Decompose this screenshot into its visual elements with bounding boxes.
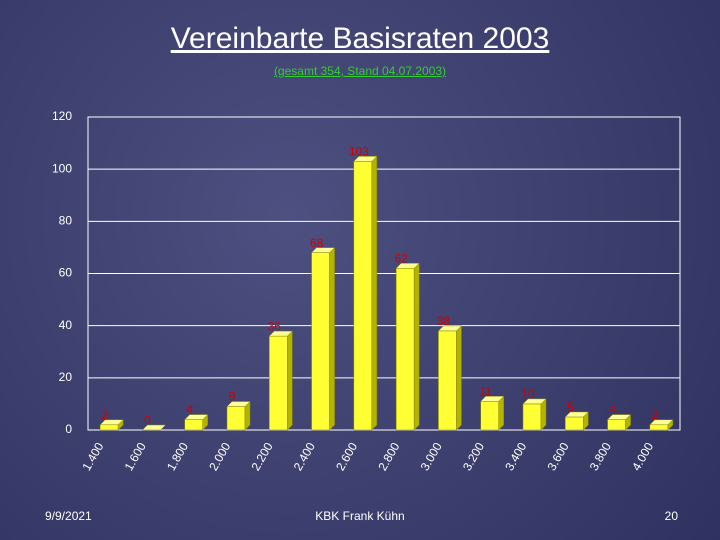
x-tick-label: 3.800: [587, 440, 614, 473]
bar: [606, 413, 632, 431]
bar: [353, 155, 378, 431]
bar-top: [141, 424, 167, 431]
bar-top: [437, 325, 463, 332]
data-label: 68: [310, 236, 324, 250]
bar-front: [649, 424, 669, 431]
bar-top: [395, 263, 420, 269]
bar-front: [565, 416, 584, 431]
bar: [184, 413, 209, 431]
x-tick-label: 2.200: [248, 440, 275, 473]
bar-side: [540, 398, 547, 431]
x-tick-label: 1.600: [122, 440, 149, 473]
bar: [226, 400, 251, 431]
y-tick-label: 120: [52, 109, 72, 123]
footer-date: 9/9/2021: [45, 509, 92, 523]
bar: [649, 419, 674, 431]
bar-front: [438, 330, 457, 431]
bar-top: [353, 156, 378, 162]
bar-top: [606, 414, 632, 420]
bar-front: [311, 252, 330, 431]
data-label: 4: [186, 403, 193, 417]
bar-top: [649, 419, 674, 426]
data-label: 38: [437, 314, 451, 328]
data-label: 0: [144, 413, 151, 427]
bar-front: [99, 424, 119, 431]
bar-front: [269, 335, 288, 431]
bar-front: [395, 268, 415, 431]
bar-side: [371, 155, 378, 431]
footer-author: KBK Frank Kühn: [315, 509, 405, 523]
bar-front: [522, 403, 542, 431]
bar-top: [184, 414, 209, 420]
x-tick-label: 4.000: [629, 440, 656, 473]
x-tick-label: 2.600: [333, 440, 360, 473]
y-tick-label: 100: [52, 161, 72, 175]
bar: [564, 411, 589, 431]
bar: [522, 398, 547, 431]
bar-front: [353, 161, 373, 431]
y-tick-label: 20: [59, 370, 73, 384]
x-tick-label: 3.000: [418, 440, 445, 473]
bar: [437, 325, 463, 431]
data-label: 11: [479, 384, 492, 398]
bar: [310, 247, 336, 431]
title: Vereinbarte Basisraten 2003: [170, 22, 550, 55]
bar-top: [226, 401, 251, 407]
bar-top: [99, 419, 124, 426]
data-label: 10: [521, 387, 535, 401]
y-tick-label: 40: [59, 318, 73, 332]
x-tick-label: 1.400: [79, 440, 106, 473]
x-tick-label: 1.800: [164, 440, 191, 473]
subtitle: (gesamt 354, Stand 04.07.2003): [273, 64, 447, 78]
x-tick-label: 3.400: [502, 440, 529, 473]
bar: [480, 395, 505, 431]
bar-front: [184, 419, 203, 431]
bar-top: [268, 330, 293, 337]
y-tick-label: 0: [65, 422, 72, 436]
data-label: 4: [609, 403, 616, 417]
bar-side: [456, 325, 462, 431]
bar-side: [287, 330, 293, 431]
bar-top: [310, 247, 336, 253]
bar-top: [522, 398, 547, 405]
data-label: 2: [652, 408, 659, 422]
bar-top: [564, 411, 589, 418]
data-label: 9: [229, 390, 236, 404]
y-tick-label: 60: [59, 266, 73, 280]
bar: [99, 419, 124, 431]
data-label: 2: [102, 408, 109, 422]
bar: [395, 262, 420, 431]
data-label: 36: [268, 319, 282, 333]
x-tick-label: 2.000: [206, 440, 233, 473]
bar-top: [480, 396, 505, 402]
page-number: 20: [664, 509, 678, 523]
bar-front: [480, 401, 499, 431]
bar-front: [226, 406, 246, 431]
bar-side: [329, 247, 335, 431]
x-tick-label: 2.400: [291, 440, 318, 473]
y-tick-label: 80: [59, 214, 73, 228]
x-tick-label: 3.200: [460, 440, 487, 473]
bar-side: [413, 262, 420, 431]
bar-front: [607, 419, 626, 431]
x-tick-label: 3.600: [544, 440, 571, 473]
data-label: 5: [567, 400, 574, 414]
bar: [141, 424, 167, 431]
x-tick-label: 2.800: [375, 440, 402, 473]
data-label: 103: [349, 145, 369, 159]
bar: [268, 330, 293, 431]
data-label: 62: [394, 251, 408, 265]
bar-side: [498, 395, 504, 431]
